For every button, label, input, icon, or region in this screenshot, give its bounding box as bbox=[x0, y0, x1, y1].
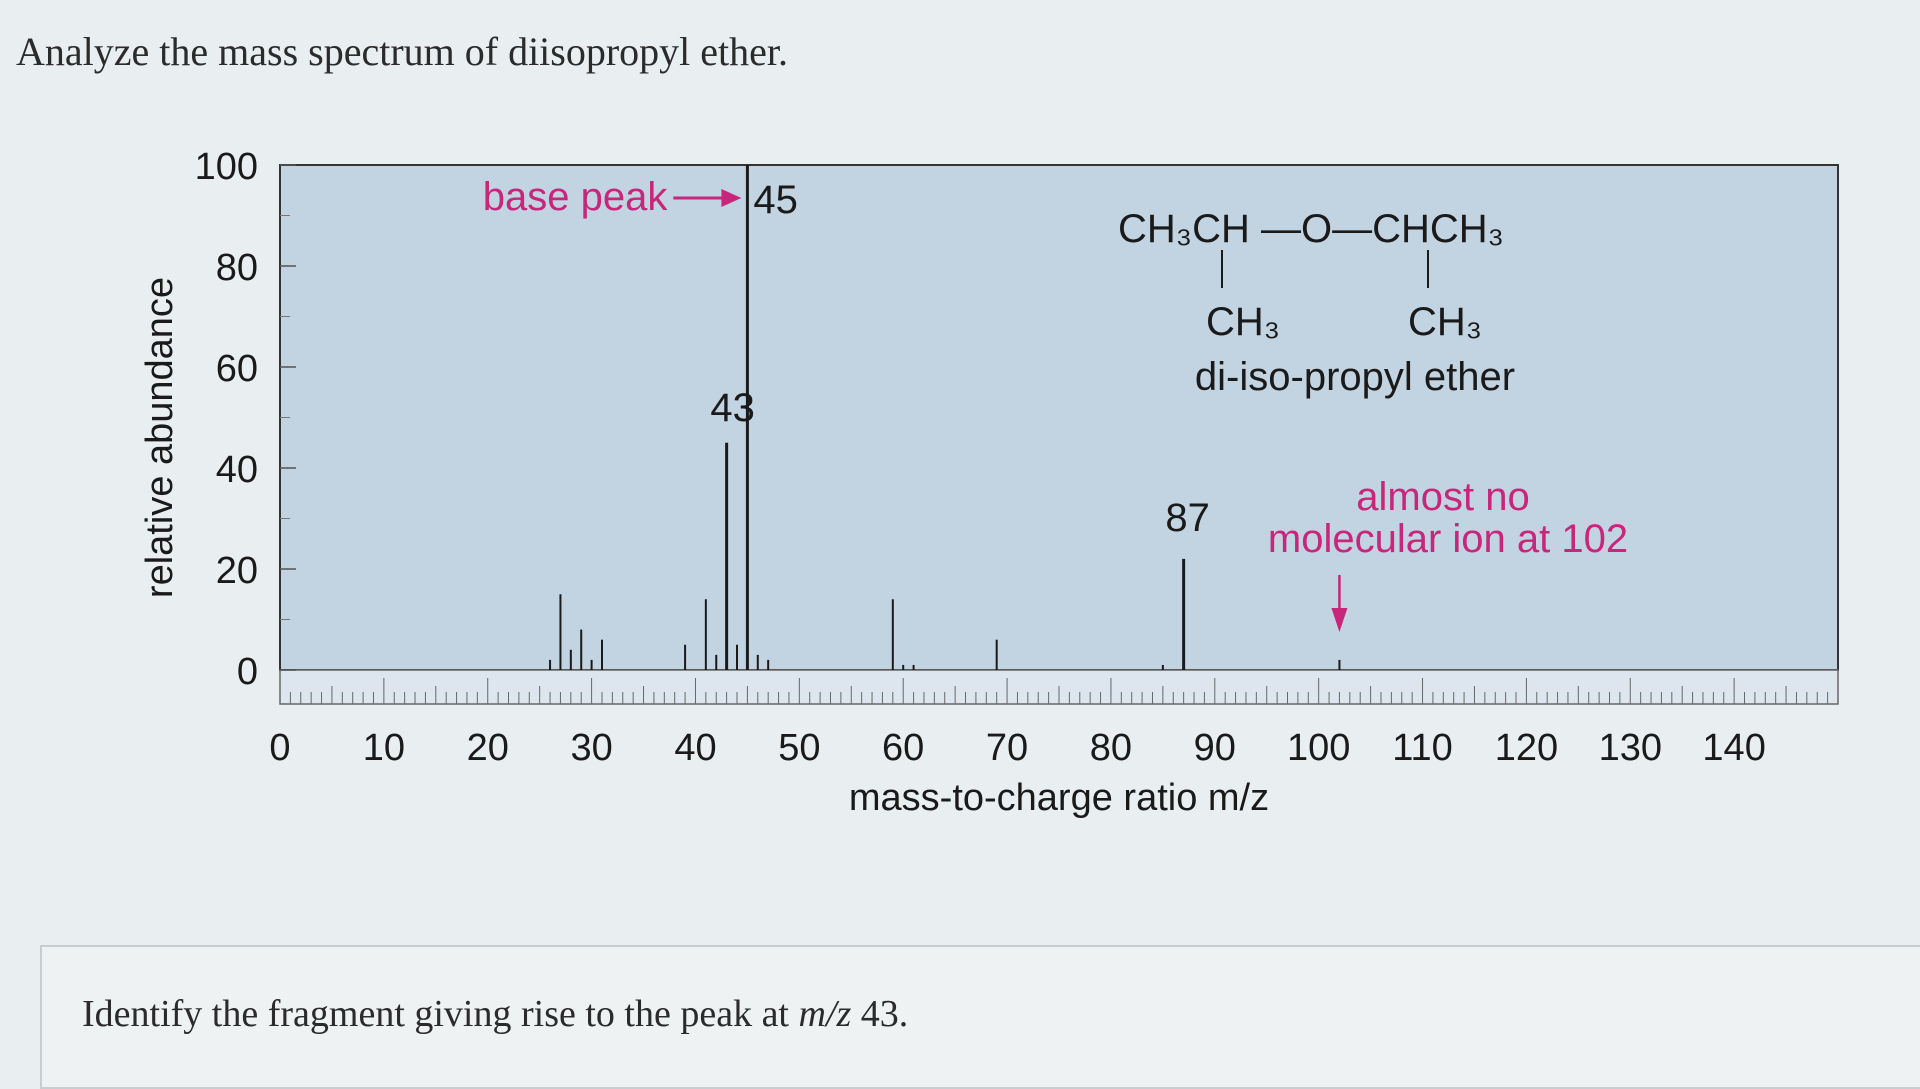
x-tick-label: 50 bbox=[778, 727, 820, 769]
x-tick-label: 70 bbox=[986, 727, 1028, 769]
y-tick-label: 20 bbox=[216, 550, 258, 592]
molecular-ion-arrow-head bbox=[1331, 608, 1348, 632]
base-peak-label: base peak bbox=[483, 175, 669, 219]
x-tick-label: 140 bbox=[1702, 727, 1765, 769]
x-tick-label: 40 bbox=[674, 727, 716, 769]
y-tick-label: 100 bbox=[195, 146, 258, 188]
y-axis-label: relative abundance bbox=[139, 277, 181, 598]
x-tick-label: 30 bbox=[570, 727, 612, 769]
x-tick-label: 20 bbox=[467, 727, 509, 769]
molecular-ion-note-line1: almost no bbox=[1356, 475, 1529, 519]
answer-prompt: Identify the fragment giving rise to the… bbox=[82, 992, 908, 1036]
x-tick-label: 100 bbox=[1287, 727, 1350, 769]
mass-spectrum-chart: 0 20 40 60 80 100 0 10 20 30 40 50 60 70 80 90 100 110 120… bbox=[139, 146, 1839, 819]
structure-ch3-left: CH₃ bbox=[1206, 300, 1280, 344]
x-tick-label: 80 bbox=[1090, 727, 1132, 769]
question-title: Analyze the mass spectrum of diisopropyl… bbox=[16, 29, 789, 74]
x-tick-label: 0 bbox=[269, 727, 290, 769]
y-tick-label: 40 bbox=[216, 449, 258, 491]
base-peak-arrow-head bbox=[721, 189, 742, 207]
x-axis-label: mass-to-charge ratio m/z bbox=[849, 777, 1269, 819]
peak-label-45: 45 bbox=[753, 178, 798, 222]
prompt-text-after: 43. bbox=[851, 993, 909, 1035]
x-tick-label: 130 bbox=[1599, 727, 1662, 769]
plot-area bbox=[279, 164, 1839, 671]
x-tick-label: 60 bbox=[882, 727, 924, 769]
prompt-text-italic: m/z bbox=[798, 993, 852, 1035]
x-tick-label: 120 bbox=[1495, 727, 1558, 769]
x-tick-label: 10 bbox=[363, 727, 405, 769]
compound-name: di-iso-propyl ether bbox=[1195, 355, 1515, 399]
x-tick-label: 110 bbox=[1392, 727, 1453, 769]
peak-label-43: 43 bbox=[710, 386, 755, 430]
y-tick-label: 0 bbox=[237, 651, 258, 693]
prompt-text-before: Identify the fragment giving rise to the… bbox=[82, 993, 799, 1035]
peak-label-87: 87 bbox=[1165, 496, 1210, 540]
x-tick-label: 90 bbox=[1194, 727, 1236, 769]
y-tick-label: 80 bbox=[216, 247, 258, 289]
molecular-ion-note-line2: molecular ion at 102 bbox=[1268, 517, 1628, 561]
y-tick-label: 60 bbox=[216, 348, 258, 390]
structure-ch3-right: CH₃ bbox=[1408, 300, 1482, 344]
structure-formula: CH₃CH —O—CHCH₃ bbox=[1118, 207, 1504, 251]
